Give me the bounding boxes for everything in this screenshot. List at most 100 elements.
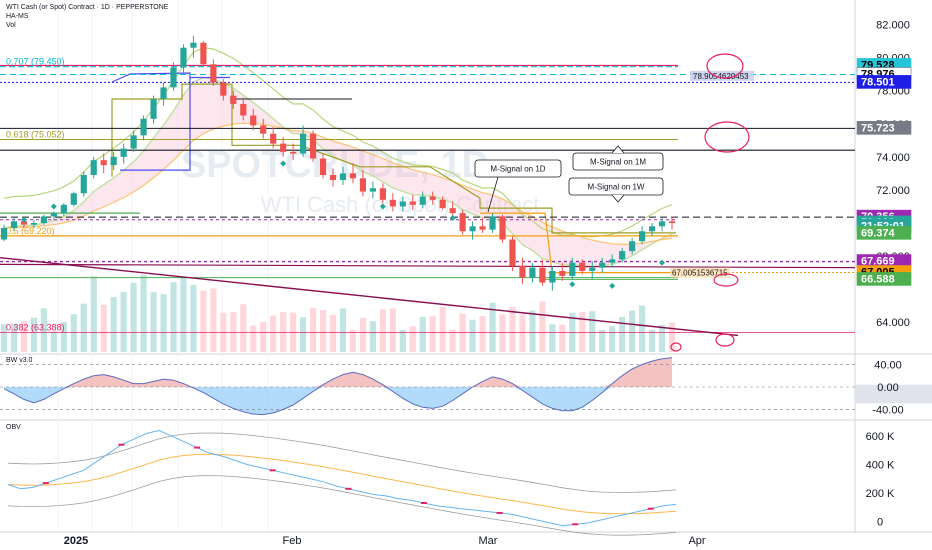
volume-bar xyxy=(300,317,307,352)
candle-body xyxy=(300,133,307,154)
volume-bar xyxy=(379,309,386,352)
indicator-label-hams: HA-MS xyxy=(6,13,29,20)
volume-bar xyxy=(240,304,247,352)
price-tag-label: 75.723 xyxy=(861,122,895,134)
candle-body xyxy=(469,226,476,232)
indicator-label-vol: Vol xyxy=(6,22,16,29)
candle-body xyxy=(150,98,157,119)
obv-upper-band xyxy=(7,432,677,493)
bw-tick-label: 0.00 xyxy=(877,382,898,394)
trendline-down xyxy=(0,257,739,337)
volume-bar xyxy=(180,277,187,352)
volume-bar xyxy=(10,323,18,352)
candle-body xyxy=(569,262,576,276)
bw-pane xyxy=(0,357,932,416)
candle-body xyxy=(489,216,496,230)
time-axis-label: 2025 xyxy=(64,535,88,547)
volume-bar xyxy=(599,329,606,352)
candle-body xyxy=(30,223,38,225)
volume-bar xyxy=(190,284,197,352)
volume-bar xyxy=(589,311,596,352)
highlight-ellipse xyxy=(713,273,739,287)
volume-bar xyxy=(30,317,38,352)
candle-body xyxy=(668,221,676,223)
candle-body xyxy=(290,151,297,154)
candle-body xyxy=(369,188,376,192)
price-tag-box xyxy=(856,121,912,135)
obv-line xyxy=(7,429,677,527)
candle-body xyxy=(130,135,137,149)
volume-bar xyxy=(140,275,147,352)
candlesticks xyxy=(0,36,676,291)
obv-tick-label: 0 xyxy=(877,516,883,528)
time-axis-label: Feb xyxy=(283,535,302,547)
callout-1w-pointer xyxy=(611,194,625,203)
volume-bar xyxy=(399,329,406,352)
volume-bar xyxy=(619,317,626,352)
volume-bar xyxy=(250,325,257,352)
bw-zero-band xyxy=(855,384,932,404)
volume-bar xyxy=(60,322,67,352)
candle-body xyxy=(429,196,436,200)
candle-body xyxy=(549,270,556,283)
candle-body xyxy=(419,196,426,205)
volume-bar xyxy=(369,321,376,352)
obv-pane xyxy=(7,429,677,536)
time-axis-label: Mar xyxy=(479,535,498,547)
volume-bar xyxy=(449,329,456,352)
candle-body xyxy=(609,259,616,263)
volume-bar xyxy=(50,331,57,352)
candle-body xyxy=(80,175,87,194)
signal-diamond xyxy=(379,203,386,210)
signal-diamond xyxy=(659,259,666,266)
obv-smooth-line xyxy=(7,453,677,515)
candle-body xyxy=(220,82,227,96)
candle-body xyxy=(100,160,107,166)
volume-bar xyxy=(160,294,167,352)
volume-bar xyxy=(130,282,137,352)
bw-tick-label: -40.00 xyxy=(872,405,903,417)
price-tag-label: 67.669 xyxy=(861,256,895,268)
level-value-box-2 xyxy=(670,267,730,278)
signal-diamond xyxy=(20,216,27,223)
candle-body xyxy=(170,67,177,88)
candle-body xyxy=(539,267,546,283)
signal-diamond xyxy=(449,215,456,222)
highlight-ellipse xyxy=(704,121,750,153)
obv-tick-label: 200 K xyxy=(866,488,895,500)
price-tag-box xyxy=(856,226,912,240)
callout-m-signal-1d-box xyxy=(474,159,562,178)
candle-body xyxy=(210,64,217,83)
candle-body xyxy=(0,227,8,240)
candle-body xyxy=(629,241,636,252)
candle-body xyxy=(90,160,97,176)
m-signal-blue-line xyxy=(111,72,191,83)
signal-diamond xyxy=(280,160,287,167)
volume-bar xyxy=(459,313,466,352)
price-tags: 79.52878.97678.50175.72370.35670.00621:5… xyxy=(856,58,912,286)
candle-body xyxy=(658,221,666,227)
level-value-box xyxy=(690,70,754,81)
candle-body xyxy=(509,239,516,266)
bw-line xyxy=(3,357,673,416)
volume-bar xyxy=(329,314,337,352)
candle-body xyxy=(389,199,396,207)
volume-bar xyxy=(629,310,636,352)
volume-bar xyxy=(70,314,77,352)
volume-bar xyxy=(339,308,347,352)
volume-bar xyxy=(389,308,396,352)
bw-tick-label: 40.00 xyxy=(874,359,902,371)
volume-bar xyxy=(80,303,87,352)
volume-bar xyxy=(210,288,217,352)
candle-body xyxy=(10,221,18,228)
m-signal-1d-top xyxy=(120,76,230,171)
signal-diamond xyxy=(569,281,576,288)
horizontal-levels: 0.707 (79.450) 0.618 (75.052) 0.5 (69.220)… xyxy=(0,57,856,337)
bw-pane-title: BW v3.0 xyxy=(6,357,33,364)
price-tag-label: 78.501 xyxy=(861,76,895,88)
volume-bar xyxy=(359,317,367,352)
volume-bar xyxy=(40,308,47,352)
candle-body xyxy=(399,201,406,207)
